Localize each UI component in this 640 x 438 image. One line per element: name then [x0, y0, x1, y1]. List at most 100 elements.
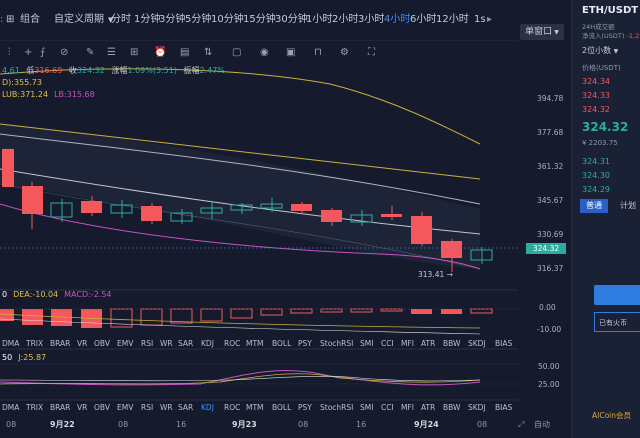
tab-mtm[interactable]: MTM — [246, 339, 264, 348]
chat-icon[interactable]: ▢ — [232, 47, 242, 58]
tab-atr[interactable]: ATR — [421, 403, 436, 412]
tab-wr[interactable]: WR — [160, 339, 173, 348]
tab-dma[interactable]: DMA — [2, 339, 20, 348]
auto-scale-button[interactable]: 自动 — [534, 420, 550, 429]
tab-mfi[interactable]: MFI — [401, 339, 414, 348]
tab-stochrsi[interactable]: StochRSI — [320, 403, 354, 412]
tab-bias[interactable]: BIAS — [495, 403, 513, 412]
tab-smi[interactable]: SMI — [360, 339, 374, 348]
tab-boll[interactable]: BOLL — [272, 339, 292, 348]
layout-icon[interactable]: ☰ — [107, 47, 116, 58]
compare-icon[interactable]: ⊘ — [60, 47, 69, 58]
period-1h[interactable]: 1小时 — [306, 14, 333, 25]
tab-rsi[interactable]: RSI — [141, 339, 154, 348]
tab-mfi[interactable]: MFI — [401, 403, 414, 412]
bid-price[interactable]: 324.31 — [582, 157, 610, 166]
tab-trix[interactable]: TRIX — [26, 403, 44, 412]
more-periods-icon[interactable]: ▸ — [487, 14, 493, 25]
tab-skdj[interactable]: SKDJ — [468, 339, 486, 348]
close-value: 324.32 — [76, 66, 105, 75]
existing-account-button[interactable]: 已有火币 — [594, 312, 640, 332]
period-15m[interactable]: 15分钟 — [243, 14, 276, 25]
tab-skdj[interactable]: SKDJ — [468, 403, 486, 412]
camera-icon[interactable]: ▣ — [286, 47, 296, 58]
period-3h[interactable]: 3小时 — [358, 14, 385, 25]
collapse-icon[interactable]: : — [0, 14, 4, 25]
date-tick: 08 — [477, 420, 488, 429]
tab-emv[interactable]: EMV — [117, 339, 134, 348]
volume-label: 24H成交额 — [582, 23, 615, 31]
tab-psy[interactable]: PSY — [298, 403, 312, 412]
period-4h[interactable]: 4小时 — [384, 14, 411, 25]
tab-bias[interactable]: BIAS — [495, 339, 513, 348]
tab-plan-order[interactable]: 计划 — [620, 201, 636, 210]
period-分时[interactable]: 分时 — [111, 14, 131, 25]
ask-price[interactable]: 324.33 — [582, 91, 610, 100]
tab-atr[interactable]: ATR — [421, 339, 436, 348]
tab-emv[interactable]: EMV — [117, 403, 134, 412]
tab-stochrsi[interactable]: StochRSI — [320, 339, 354, 348]
sort-icon[interactable]: ⇅ — [204, 47, 213, 58]
grid-layout-icon[interactable]: ⊞ — [130, 47, 139, 58]
ask-price[interactable]: 324.34 — [582, 77, 610, 86]
tab-cci[interactable]: CCI — [381, 403, 394, 412]
tab-brar[interactable]: BRAR — [50, 339, 71, 348]
tab-obv[interactable]: OBV — [94, 339, 110, 348]
tab-obv[interactable]: OBV — [94, 403, 110, 412]
tab-vr[interactable]: VR — [77, 339, 88, 348]
zoom-icon[interactable]: ⤢ — [518, 420, 525, 429]
candle-type-icon[interactable]: ⫶ — [8, 47, 11, 58]
tab-rsi[interactable]: RSI — [141, 403, 154, 412]
tab-bbw[interactable]: BBW — [443, 339, 461, 348]
price-header: 价格(USDT) — [582, 64, 621, 72]
tab-normal-order[interactable]: 普通 — [580, 199, 608, 213]
tab-mtm[interactable]: MTM — [246, 403, 264, 412]
alarm-icon[interactable]: ⏰ — [154, 47, 167, 58]
period-1m[interactable]: 1分钟 — [134, 14, 161, 25]
period-1s[interactable]: 1s — [474, 14, 486, 25]
tab-trix[interactable]: TRIX — [26, 339, 44, 348]
custom-period-dropdown[interactable]: 自定义周期 ▼ — [54, 14, 113, 26]
add-icon[interactable]: + — [24, 47, 33, 58]
group-button[interactable]: 组合 — [20, 14, 40, 25]
tab-sar[interactable]: SAR — [178, 339, 194, 348]
window-mode-dropdown[interactable]: 单窗口 ▼ — [520, 24, 564, 40]
indicator-icon[interactable]: ⨍ — [40, 47, 46, 58]
tab-kdj[interactable]: KDJ — [201, 339, 214, 348]
lock-icon[interactable]: ⊓ — [314, 47, 322, 58]
macd-value: MACD:-2.54 — [64, 290, 112, 299]
period-30m[interactable]: 30分钟 — [275, 14, 308, 25]
tab-wr[interactable]: WR — [160, 403, 173, 412]
period-10m[interactable]: 10分钟 — [211, 14, 244, 25]
buy-button[interactable] — [594, 285, 640, 305]
tab-smi[interactable]: SMI — [360, 403, 374, 412]
bid-price[interactable]: 324.29 — [582, 185, 610, 194]
tab-vr[interactable]: VR — [77, 403, 88, 412]
bid-price[interactable]: 324.30 — [582, 171, 610, 180]
tab-dma[interactable]: DMA — [2, 403, 20, 412]
period-2h[interactable]: 2小时 — [332, 14, 359, 25]
fullscreen-icon[interactable]: ⛶ — [368, 47, 375, 58]
tab-roc[interactable]: ROC — [224, 339, 241, 348]
draw-icon[interactable]: ✎ — [86, 47, 95, 58]
member-brand[interactable]: AICoin会员 — [592, 411, 632, 420]
note-icon[interactable]: ▤ — [180, 47, 190, 58]
tab-bbw[interactable]: BBW — [443, 403, 461, 412]
ask-price[interactable]: 324.32 — [582, 105, 610, 114]
period-3m[interactable]: 3分钟 — [159, 14, 186, 25]
tab-cci[interactable]: CCI — [381, 339, 394, 348]
settings-icon[interactable]: ⚙ — [340, 47, 349, 58]
period-6h[interactable]: 6小时 — [410, 14, 437, 25]
tab-kdj-active[interactable]: KDJ — [201, 403, 214, 412]
tab-roc[interactable]: ROC — [224, 403, 241, 412]
eye-icon[interactable]: ◉ — [260, 47, 269, 58]
period-12h[interactable]: 12小时 — [436, 14, 469, 25]
period-5m[interactable]: 5分钟 — [185, 14, 212, 25]
tab-psy[interactable]: PSY — [298, 339, 312, 348]
tab-boll[interactable]: BOLL — [272, 403, 292, 412]
tab-brar[interactable]: BRAR — [50, 403, 71, 412]
date-tick: 08 — [298, 420, 309, 429]
depth-dropdown[interactable]: 2位小数 ▼ — [582, 46, 618, 57]
tab-sar[interactable]: SAR — [178, 403, 194, 412]
kline-chart[interactable] — [0, 64, 518, 420]
